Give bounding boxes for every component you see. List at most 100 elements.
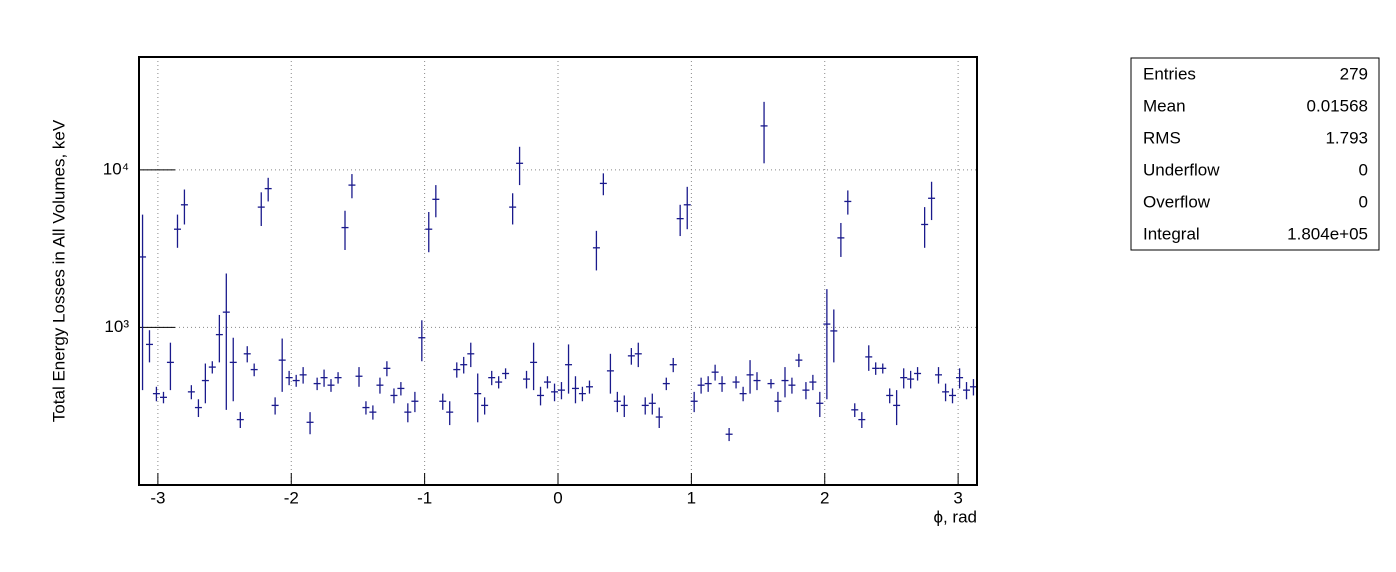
data-point bbox=[369, 405, 377, 420]
data-point bbox=[152, 386, 160, 402]
data-point bbox=[292, 374, 300, 387]
data-point bbox=[969, 379, 977, 396]
data-point bbox=[802, 382, 810, 400]
data-point bbox=[474, 373, 482, 423]
data-point bbox=[299, 367, 307, 384]
data-point bbox=[194, 399, 202, 418]
x-tick-label: 1 bbox=[687, 488, 696, 507]
data-point bbox=[879, 363, 887, 374]
data-point bbox=[537, 386, 545, 406]
data-point bbox=[683, 186, 691, 230]
data-point bbox=[627, 348, 635, 365]
data-point bbox=[530, 342, 538, 391]
data-point bbox=[956, 368, 964, 389]
data-point bbox=[809, 374, 817, 391]
stats-label: Overflow bbox=[1143, 192, 1211, 211]
data-point bbox=[662, 377, 670, 391]
data-point bbox=[676, 204, 684, 237]
data-point bbox=[411, 391, 419, 413]
data-point bbox=[180, 189, 188, 225]
data-point bbox=[229, 337, 237, 402]
data-point bbox=[725, 427, 733, 442]
data-point bbox=[816, 391, 824, 418]
data-point bbox=[571, 376, 579, 404]
y-axis-label: Total Energy Losses in All Volumes, keV bbox=[49, 119, 68, 422]
data-point bbox=[523, 370, 531, 389]
data-point bbox=[760, 101, 768, 164]
x-tick-label: 0 bbox=[553, 488, 562, 507]
data-point bbox=[753, 372, 761, 391]
data-point bbox=[264, 177, 272, 202]
data-point bbox=[201, 363, 209, 404]
data-point bbox=[655, 407, 663, 428]
data-point bbox=[914, 367, 922, 381]
data-point bbox=[334, 372, 342, 384]
plot-frame bbox=[138, 56, 978, 486]
data-point bbox=[404, 403, 412, 423]
data-point bbox=[285, 370, 293, 386]
data-point bbox=[697, 377, 705, 394]
data-point bbox=[732, 376, 740, 389]
data-point bbox=[551, 383, 559, 402]
data-point bbox=[320, 369, 328, 387]
data-point bbox=[704, 376, 712, 392]
data-point bbox=[858, 412, 866, 428]
stats-label: Mean bbox=[1143, 96, 1186, 115]
stats-value: 0.01568 bbox=[1307, 96, 1368, 115]
data-point bbox=[669, 357, 677, 373]
data-point bbox=[257, 192, 265, 227]
data-point bbox=[781, 367, 789, 398]
data-point bbox=[222, 273, 230, 410]
data-point bbox=[418, 320, 426, 362]
x-axis-label: ϕ, rad bbox=[933, 507, 977, 526]
data-point bbox=[215, 314, 223, 363]
x-tick-label: -2 bbox=[284, 488, 299, 507]
data-point bbox=[488, 370, 496, 386]
data-point bbox=[837, 222, 845, 257]
data-point bbox=[865, 345, 873, 371]
data-point bbox=[620, 395, 628, 418]
data-point bbox=[767, 379, 775, 389]
data-point bbox=[746, 360, 754, 394]
data-point bbox=[599, 173, 607, 196]
data-point bbox=[613, 391, 621, 413]
data-point bbox=[383, 361, 391, 377]
data-point bbox=[355, 367, 363, 387]
data-point bbox=[900, 368, 908, 389]
stats-label: Entries bbox=[1143, 64, 1196, 83]
stats-box bbox=[1130, 57, 1380, 251]
data-point bbox=[543, 376, 551, 389]
stats-label: Integral bbox=[1143, 224, 1200, 243]
data-point bbox=[565, 344, 573, 394]
data-point bbox=[376, 377, 384, 394]
data-point bbox=[718, 376, 726, 392]
data-point bbox=[578, 386, 586, 402]
data-point bbox=[886, 388, 894, 404]
data-point bbox=[432, 185, 440, 218]
data-point bbox=[935, 367, 943, 384]
data-point bbox=[585, 380, 593, 394]
x-tick-label: 2 bbox=[820, 488, 829, 507]
data-point bbox=[166, 342, 174, 391]
data-point bbox=[243, 346, 251, 363]
data-point bbox=[872, 362, 880, 375]
data-point bbox=[928, 181, 936, 221]
stats-value: 1.793 bbox=[1325, 128, 1368, 147]
data-point bbox=[425, 212, 433, 253]
stats-value: 1.804e+05 bbox=[1287, 224, 1368, 243]
data-point bbox=[467, 342, 475, 368]
data-point bbox=[509, 193, 517, 225]
data-point bbox=[446, 401, 454, 426]
data-point bbox=[963, 382, 971, 400]
stats-value: 0 bbox=[1359, 160, 1368, 179]
data-point bbox=[397, 382, 405, 396]
data-point bbox=[208, 361, 216, 374]
data-point bbox=[453, 362, 461, 378]
stats-label: Underflow bbox=[1143, 160, 1220, 179]
data-point bbox=[774, 391, 782, 413]
data-point bbox=[236, 412, 244, 428]
data-point bbox=[306, 412, 314, 435]
data-point bbox=[271, 397, 279, 415]
data-point bbox=[942, 383, 950, 402]
data-point bbox=[921, 207, 929, 248]
